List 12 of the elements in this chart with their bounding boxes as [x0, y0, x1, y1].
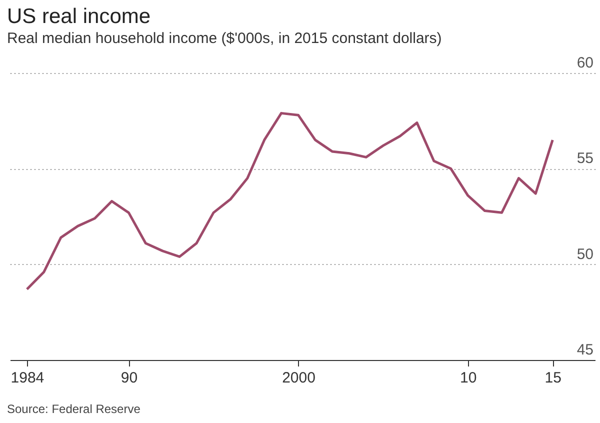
chart-subtitle: Real median household income ($'000s, in 2015 constant dollars) [7, 30, 442, 47]
y-tick-label: 50 [576, 246, 594, 263]
y-tick-label: 55 [576, 150, 594, 168]
x-tick-label: 90 [120, 370, 138, 386]
x-tick-label: 15 [544, 370, 562, 386]
source-note: Source: Federal Reserve [7, 402, 140, 416]
y-tick-label: 45 [576, 342, 594, 358]
x-tick-label: 1984 [10, 370, 44, 386]
chart-title: US real income [7, 5, 151, 28]
x-tick-label: 2000 [282, 370, 316, 386]
y-tick-label: 60 [576, 54, 594, 72]
x-tick-label: 10 [460, 370, 477, 386]
